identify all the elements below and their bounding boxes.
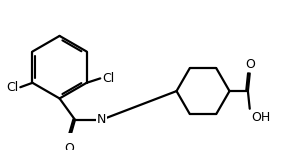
Text: N: N (97, 113, 106, 126)
Text: OH: OH (251, 111, 270, 124)
Text: Cl: Cl (102, 72, 114, 85)
Text: O: O (245, 58, 255, 71)
Text: N: N (97, 113, 106, 126)
Text: Cl: Cl (6, 81, 18, 94)
Text: O: O (64, 142, 74, 150)
